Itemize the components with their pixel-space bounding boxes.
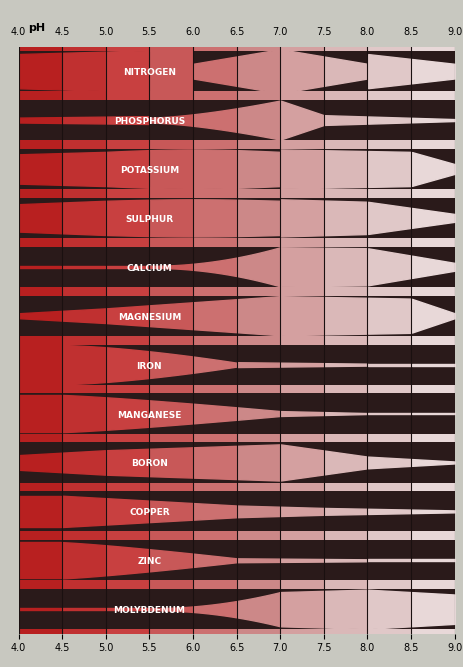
Bar	[149, 47, 193, 634]
Bar	[280, 47, 323, 634]
Bar	[19, 149, 454, 189]
Bar	[19, 295, 454, 336]
Text: SULPHUR: SULPHUR	[125, 215, 173, 224]
Bar	[19, 394, 454, 434]
Bar	[19, 492, 454, 532]
Bar	[19, 247, 454, 287]
Bar	[236, 47, 280, 634]
Bar	[323, 47, 367, 634]
Bar	[19, 51, 454, 91]
Bar	[19, 100, 454, 140]
Bar	[19, 345, 454, 385]
Text: NITROGEN: NITROGEN	[123, 68, 175, 77]
Text: CALCIUM: CALCIUM	[126, 263, 172, 273]
Text: MAGNESIUM: MAGNESIUM	[118, 313, 181, 321]
Bar	[62, 47, 106, 634]
Bar	[106, 47, 149, 634]
Text: COPPER: COPPER	[129, 508, 169, 518]
Bar	[19, 540, 454, 580]
Text: POTASSIUM: POTASSIUM	[119, 166, 179, 175]
Bar	[19, 442, 454, 482]
Text: IRON: IRON	[136, 362, 162, 371]
Text: ZINC: ZINC	[137, 557, 161, 566]
Text: MOLYBDENUM: MOLYBDENUM	[113, 606, 185, 615]
Bar	[19, 589, 454, 629]
Bar	[367, 47, 410, 634]
Bar	[19, 198, 454, 238]
Bar	[19, 47, 62, 634]
Bar	[410, 47, 454, 634]
Bar	[193, 47, 236, 634]
Text: MANGANESE: MANGANESE	[117, 410, 181, 420]
Text: BORON: BORON	[131, 460, 168, 468]
Text: pH: pH	[28, 23, 45, 33]
Text: PHOSPHORUS: PHOSPHORUS	[113, 117, 185, 126]
